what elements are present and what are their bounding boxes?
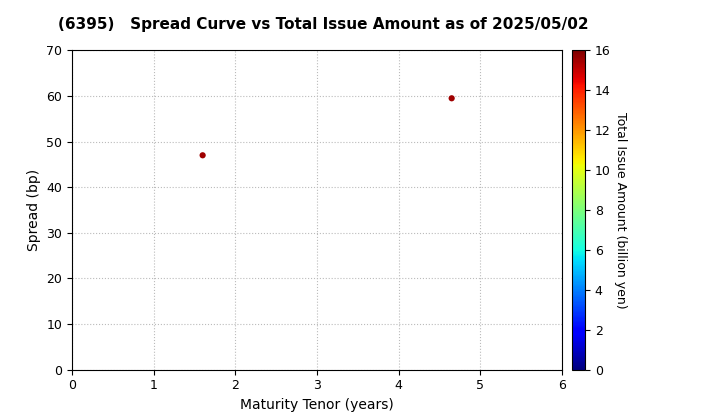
X-axis label: Maturity Tenor (years): Maturity Tenor (years) [240, 398, 394, 412]
Y-axis label: Spread (bp): Spread (bp) [27, 169, 41, 251]
Y-axis label: Total Issue Amount (billion yen): Total Issue Amount (billion yen) [614, 112, 627, 308]
Point [197, 152, 208, 159]
Point [446, 95, 457, 102]
Text: (6395)   Spread Curve vs Total Issue Amount as of 2025/05/02: (6395) Spread Curve vs Total Issue Amoun… [58, 17, 588, 32]
